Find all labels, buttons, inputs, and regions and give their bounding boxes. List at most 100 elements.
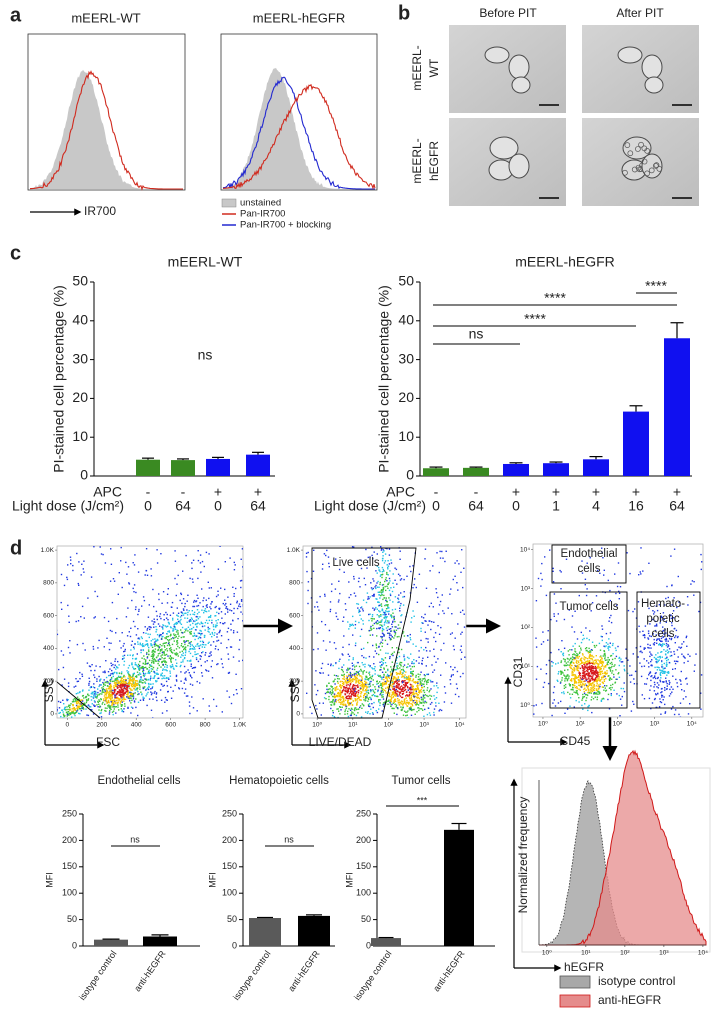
event-dot [443, 643, 444, 644]
event-dot [194, 614, 195, 615]
event-dot [331, 701, 332, 702]
event-dot [144, 658, 145, 659]
event-dot [389, 554, 390, 555]
event-dot [594, 647, 595, 648]
event-dot [116, 700, 117, 701]
event-dot [146, 548, 147, 549]
event-dot [344, 679, 345, 680]
event-dot [387, 620, 388, 621]
event-dot [440, 627, 441, 628]
event-dot [401, 697, 402, 698]
event-dot [593, 685, 594, 686]
event-dot [387, 564, 388, 565]
event-dot [366, 696, 367, 697]
event-dot [74, 715, 75, 716]
event-dot [402, 672, 403, 673]
event-dot [362, 620, 363, 621]
event-dot [119, 692, 120, 693]
event-dot [100, 546, 101, 547]
event-dot [456, 683, 457, 684]
event-dot [394, 568, 395, 569]
event-dot [116, 706, 117, 707]
event-dot [104, 689, 105, 690]
event-dot [384, 597, 385, 598]
event-dot [167, 614, 168, 615]
event-dot [439, 604, 440, 605]
event-dot [61, 650, 62, 651]
event-dot [105, 660, 106, 661]
event-dot [410, 571, 411, 572]
event-dot [604, 658, 605, 659]
event-dot [170, 655, 171, 656]
event-dot [378, 687, 379, 688]
event-dot [141, 693, 142, 694]
event-dot [95, 665, 96, 666]
event-dot [391, 617, 392, 618]
event-dot [112, 602, 113, 603]
event-dot [169, 648, 170, 649]
event-dot [381, 589, 382, 590]
event-dot [346, 683, 347, 684]
event-dot [86, 702, 87, 703]
event-dot [137, 653, 138, 654]
event-dot [596, 685, 597, 686]
event-dot [386, 577, 387, 578]
event-dot [375, 607, 376, 608]
event-dot [74, 686, 75, 687]
event-dot [254, 594, 255, 595]
event-dot [187, 622, 188, 623]
error-bar [470, 467, 483, 468]
event-dot [377, 620, 378, 621]
event-dot [609, 679, 610, 680]
x-label: FSC [96, 735, 120, 749]
event-dot [360, 695, 361, 696]
event-dot [450, 679, 451, 680]
event-dot [198, 550, 199, 551]
panel-label: b [398, 2, 410, 24]
x-tick-label: 16 [628, 498, 644, 514]
event-dot [93, 546, 94, 547]
event-dot [372, 668, 373, 669]
event-dot [80, 705, 81, 706]
event-dot [106, 677, 107, 678]
event-dot [565, 659, 566, 660]
event-dot [306, 556, 307, 557]
event-dot [384, 605, 385, 606]
event-dot [373, 580, 374, 581]
event-dot [342, 621, 343, 622]
event-dot [344, 674, 345, 675]
event-dot [366, 682, 367, 683]
event-dot [569, 693, 570, 694]
event-dot [419, 679, 420, 680]
event-dot [184, 683, 185, 684]
event-dot [424, 614, 425, 615]
event-dot [131, 644, 132, 645]
event-dot [385, 553, 386, 554]
event-dot [120, 701, 121, 702]
event-dot [109, 710, 110, 711]
event-dot [150, 568, 151, 569]
event-dot [401, 676, 402, 677]
event-dot [206, 604, 207, 605]
event-dot [597, 697, 598, 698]
event-dot [131, 700, 132, 701]
event-dot [604, 655, 605, 656]
event-dot [418, 694, 419, 695]
event-dot [348, 674, 349, 675]
event-dot [569, 706, 570, 707]
event-dot [576, 663, 577, 664]
event-dot [574, 674, 575, 675]
event-dot [114, 708, 115, 709]
event-dot [388, 597, 389, 598]
event-dot [173, 669, 174, 670]
event-dot [387, 678, 388, 679]
event-dot [210, 651, 211, 652]
event-dot [77, 644, 78, 645]
event-dot [374, 551, 375, 552]
event-dot [236, 689, 237, 690]
event-dot [97, 692, 98, 693]
event-dot [391, 616, 392, 617]
event-dot [127, 678, 128, 679]
event-dot [113, 676, 114, 677]
event-dot [417, 703, 418, 704]
